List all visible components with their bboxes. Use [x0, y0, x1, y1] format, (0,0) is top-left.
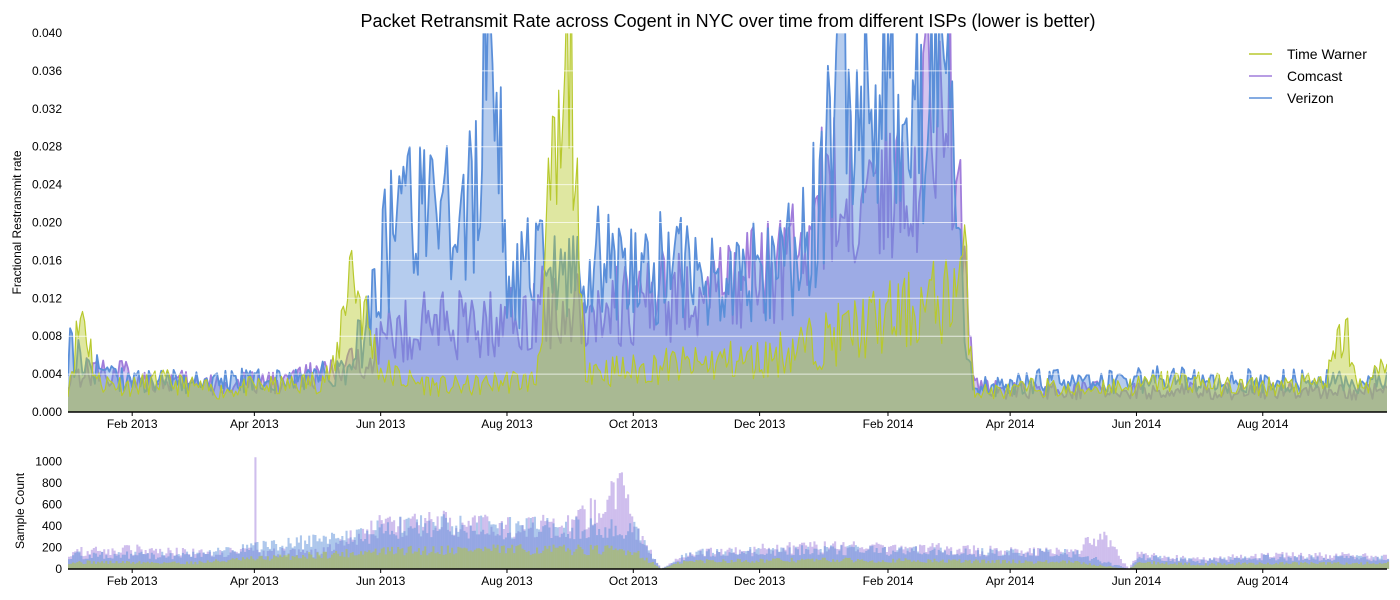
- x-tick-label: Feb 2013: [107, 417, 158, 431]
- x-tick-label: Aug 2014: [1237, 417, 1289, 431]
- bar-plot-area: [68, 457, 1390, 569]
- x-tick-label: Jun 2013: [356, 574, 406, 588]
- chart-title: Packet Retransmit Rate across Cogent in …: [361, 11, 1096, 31]
- x-tick-label: Jun 2013: [356, 417, 406, 431]
- x-tick-label: Feb 2013: [107, 574, 158, 588]
- y-tick-label: 0.040: [32, 26, 62, 40]
- legend-label: Comcast: [1287, 68, 1342, 84]
- y-tick-label: 0: [55, 562, 62, 576]
- x-tick-label: Apr 2013: [230, 417, 279, 431]
- y-tick-label: 0.028: [32, 140, 62, 154]
- y-tick-label: 600: [42, 498, 62, 512]
- y-axis-title: Sample Count: [13, 472, 27, 549]
- y-tick-label: 0.024: [32, 178, 62, 192]
- y-tick-label: 0.008: [32, 329, 62, 343]
- y-tick-label: 0.012: [32, 291, 62, 305]
- y-axis-title: Fractional Restransmit rate: [10, 150, 24, 294]
- x-tick-label: Aug 2014: [1237, 574, 1289, 588]
- x-tick-label: Dec 2013: [734, 417, 786, 431]
- x-tick-label: Apr 2013: [230, 574, 279, 588]
- plot-area: [68, 33, 1387, 412]
- legend-label: Verizon: [1287, 90, 1334, 106]
- x-tick-label: Oct 2013: [609, 574, 658, 588]
- y-tick-label: 0.032: [32, 102, 62, 116]
- x-tick-label: Feb 2014: [863, 574, 914, 588]
- sample-bars-time-warner: [68, 544, 1390, 569]
- x-tick-label: Aug 2013: [481, 574, 533, 588]
- series-area-verizon: [68, 33, 1387, 412]
- y-tick-label: 0.004: [32, 367, 62, 381]
- sample-count-panel: 0 200 400 600 800 1000 Feb 2013 Apr 2013 Jun 201…: [13, 455, 1390, 588]
- x-tick-label: Jun 2014: [1112, 574, 1162, 588]
- x-tick-label: Aug 2013: [481, 417, 533, 431]
- x-tick-label: Apr 2014: [986, 574, 1035, 588]
- y-tick-label: 200: [42, 541, 62, 555]
- y-tick-label: 1000: [35, 455, 62, 469]
- legend-label: Time Warner: [1287, 46, 1367, 62]
- x-tick-label: Oct 2013: [609, 417, 658, 431]
- y-tick-label: 0.036: [32, 64, 62, 78]
- x-tick-label: Feb 2014: [863, 417, 914, 431]
- y-tick-label: 0.000: [32, 405, 62, 419]
- y-tick-label: 400: [42, 519, 62, 533]
- y-tick-label: 0.020: [32, 216, 62, 230]
- x-tick-label: Apr 2014: [986, 417, 1035, 431]
- x-tick-label: Dec 2013: [734, 574, 786, 588]
- y-tick-label: 800: [42, 476, 62, 490]
- x-tick-label: Jun 2014: [1112, 417, 1162, 431]
- y-tick-label: 0.016: [32, 253, 62, 267]
- retransmit-rate-panel: 0.000 0.004 0.008 0.012 0.016 0.020 0.024 0.028…: [10, 26, 1387, 431]
- legend: Time Warner Comcast Verizon: [1249, 46, 1367, 106]
